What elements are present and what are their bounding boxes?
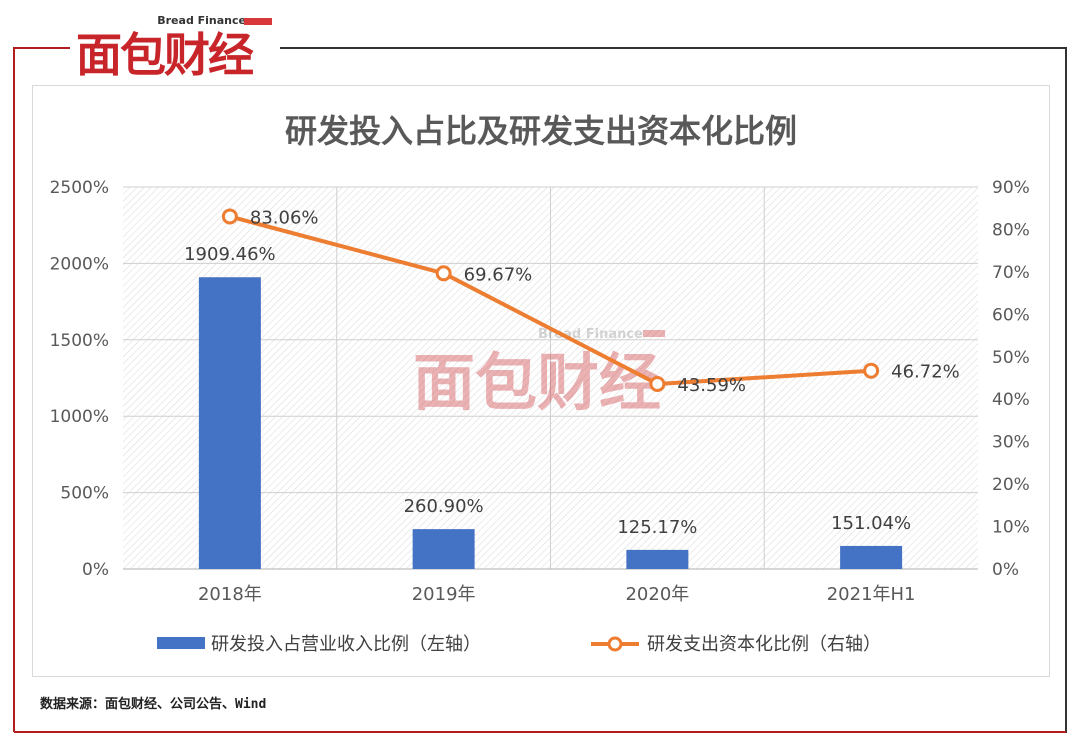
legend-line-label: 研发支出资本化比例（右轴） xyxy=(647,634,881,655)
right-axis-tick-label: 40% xyxy=(992,390,1030,410)
legend-bar-swatch xyxy=(157,637,205,649)
legend-bar-label: 研发投入占营业收入比例（左轴） xyxy=(211,634,481,655)
logo-chinese-text: 面包财经 xyxy=(76,28,254,82)
line-data-label: 69.67% xyxy=(464,264,533,285)
line-data-label: 83.06% xyxy=(250,207,319,228)
line-data-label: 43.59% xyxy=(677,375,746,396)
line-point-marker xyxy=(435,265,452,282)
combo-chart: 研发投入占比及研发支出资本化比例 Bread Finance 面包财经 0% 50… xyxy=(50,112,1030,655)
right-axis-tick-label: 80% xyxy=(992,220,1030,240)
bar xyxy=(840,545,903,569)
line-path xyxy=(229,214,872,386)
line-point-marker xyxy=(649,375,666,392)
legend: 研发投入占营业收入比例（左轴） 研发支出资本化比例（右轴） xyxy=(157,634,881,655)
bar xyxy=(626,549,689,569)
chart-title: 研发投入占比及研发支出资本化比例 xyxy=(285,112,797,150)
left-axis-tick-label: 0% xyxy=(82,560,109,580)
bar-data-label: 151.04% xyxy=(831,513,911,534)
bar xyxy=(198,277,261,569)
logo-red-bar xyxy=(244,18,272,25)
x-axis-category-label: 2019年 xyxy=(412,584,476,605)
gridlines xyxy=(123,186,978,570)
right-axis-tick-label: 30% xyxy=(992,433,1030,453)
source-note: 数据来源：面包财经、公司公告、Wind xyxy=(40,697,267,712)
watermark: Bread Finance 面包财经 xyxy=(413,327,665,419)
logo-english-text: Bread Finance xyxy=(157,14,246,27)
right-axis: 0% 10% 20% 30% 40% 50% 60% 70% 80% 90% xyxy=(992,178,1030,580)
line-series: 83.06% 69.67% 43.59% 46.72% xyxy=(221,207,960,396)
right-axis-tick-label: 0% xyxy=(992,560,1019,580)
left-axis: 0% 500% 1000% 1500% 2000% 2500% xyxy=(50,178,109,580)
bar-data-label: 125.17% xyxy=(617,517,697,538)
left-axis-tick-label: 1500% xyxy=(50,331,109,351)
x-axis-category-label: 2018年 xyxy=(198,584,262,605)
watermark-chinese: 面包财经 xyxy=(413,346,661,419)
left-axis-tick-label: 1000% xyxy=(50,407,109,427)
brand-logo: Bread Finance 面包财经 xyxy=(70,14,280,84)
right-axis-tick-label: 50% xyxy=(992,348,1030,368)
watermark-bar xyxy=(643,330,665,337)
x-axis-category-label: 2021年H1 xyxy=(827,584,916,605)
bar xyxy=(412,529,475,569)
chart-card: 研发投入占比及研发支出资本化比例 Bread Finance 面包财经 0% 50… xyxy=(32,85,1050,677)
x-axis-category-label: 2020年 xyxy=(625,584,689,605)
line-data-label: 46.72% xyxy=(891,362,960,383)
left-axis-tick-label: 2500% xyxy=(50,178,109,198)
right-axis-tick-label: 10% xyxy=(992,518,1030,538)
x-axis: 2018年 2019年 2020年 2021年H1 xyxy=(198,584,916,605)
right-axis-tick-label: 60% xyxy=(992,305,1030,325)
right-axis-tick-label: 20% xyxy=(992,475,1030,495)
bar-data-label: 1909.46% xyxy=(184,244,276,265)
legend-line-marker xyxy=(607,636,623,652)
right-axis-tick-label: 70% xyxy=(992,263,1030,283)
bar-data-label: 260.90% xyxy=(404,496,484,517)
watermark-english: Bread Finance xyxy=(538,327,643,342)
left-axis-tick-label: 2000% xyxy=(50,254,109,274)
left-axis-tick-label: 500% xyxy=(60,484,109,504)
line-point-marker xyxy=(863,362,880,379)
right-axis-tick-label: 90% xyxy=(992,178,1030,198)
line-point-marker xyxy=(221,208,238,225)
bar-series: 1909.46% 260.90% 125.17% 151.04% xyxy=(184,244,911,569)
